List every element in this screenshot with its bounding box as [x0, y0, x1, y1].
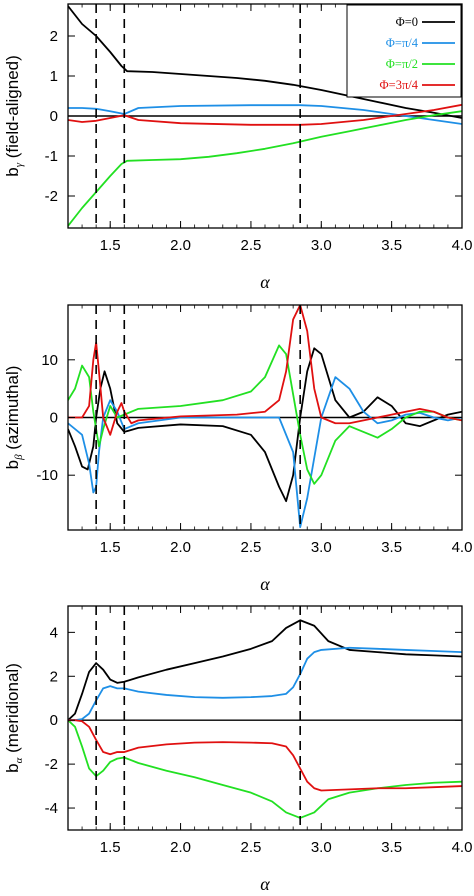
x-tick-label: 1.5 [100, 237, 121, 254]
x-tick-label: 4.0 [452, 237, 473, 254]
y-tick-label: 10 [41, 352, 58, 369]
x-tick-label: 3.5 [381, 539, 402, 556]
x-axis-label: α [260, 574, 270, 594]
x-tick-label: 3.0 [311, 539, 332, 556]
y-tick-label: 0 [50, 712, 58, 729]
x-tick-label: 2.5 [240, 237, 261, 254]
x-tick-label: 3.5 [381, 839, 402, 856]
y-tick-label: 1 [50, 68, 58, 85]
series-line-4 [68, 305, 462, 436]
series-line-2 [68, 376, 462, 529]
y-tick-label: -4 [45, 800, 58, 817]
x-tick-label: 3.0 [311, 839, 332, 856]
y-axis-label: bβ (azimuthal) [3, 366, 25, 470]
series-line-4 [68, 103, 462, 126]
y-axis-label: bγ (field-aligned) [3, 55, 25, 177]
x-axis-label: α [260, 874, 270, 894]
legend-label: Φ=π/4 [386, 36, 419, 50]
x-tick-label: 2.5 [240, 539, 261, 556]
y-tick-label: 4 [50, 624, 58, 641]
panel-3: 1.5 2.0 2.5 3.0 3.5 4.0 -4 -2 0 2 4 bα (meridional)… [3, 605, 473, 894]
series-line-3 [68, 719, 462, 819]
x-tick-label: 2.0 [170, 237, 191, 254]
y-tick-label: -10 [36, 467, 58, 484]
series-line-3 [68, 344, 462, 485]
x-tick-label: 1.5 [100, 839, 121, 856]
y-tick-label: 0 [50, 410, 58, 427]
series-line-1 [68, 347, 462, 503]
series-line-2 [68, 646, 462, 722]
legend-label: Φ=π/2 [386, 57, 418, 71]
y-axis-label: bα (meridional) [3, 663, 25, 773]
panel-2: 1.5 2.0 2.5 3.0 3.5 4.0 -10 0 10 bβ (azimuthal) α [3, 304, 473, 594]
series-line-4 [68, 719, 462, 792]
x-tick-label: 2.0 [170, 539, 191, 556]
legend-label: Φ=3π/4 [380, 78, 419, 92]
series-line-1 [68, 5, 462, 119]
x-tick-label: 4.0 [452, 539, 473, 556]
x-tick-label: 2.0 [170, 839, 191, 856]
x-tick-label: 1.5 [100, 539, 121, 556]
y-tick-label: -1 [45, 148, 58, 165]
x-axis-label: α [260, 272, 270, 292]
y-tick-label: -2 [45, 188, 58, 205]
series-line-1 [68, 619, 462, 721]
x-tick-label: 3.0 [311, 237, 332, 254]
series-line-3 [68, 110, 462, 227]
legend-box [346, 4, 462, 98]
panel-1: 1.5 2.0 2.5 3.0 3.5 4.0 -2 -1 0 1 2 bγ (field-align… [3, 3, 473, 292]
y-tick-label: 2 [50, 28, 58, 45]
x-tick-label: 4.0 [452, 839, 473, 856]
plot-frame [67, 605, 463, 831]
legend: Φ=0 Φ=π/4 Φ=π/2 Φ=3π/4 [346, 4, 462, 98]
y-tick-label: -2 [45, 756, 58, 773]
x-tick-label: 2.5 [240, 839, 261, 856]
y-tick-label: 0 [50, 108, 58, 125]
legend-label: Φ=0 [396, 15, 418, 29]
y-tick-label: 2 [50, 668, 58, 685]
x-tick-label: 3.5 [381, 237, 402, 254]
